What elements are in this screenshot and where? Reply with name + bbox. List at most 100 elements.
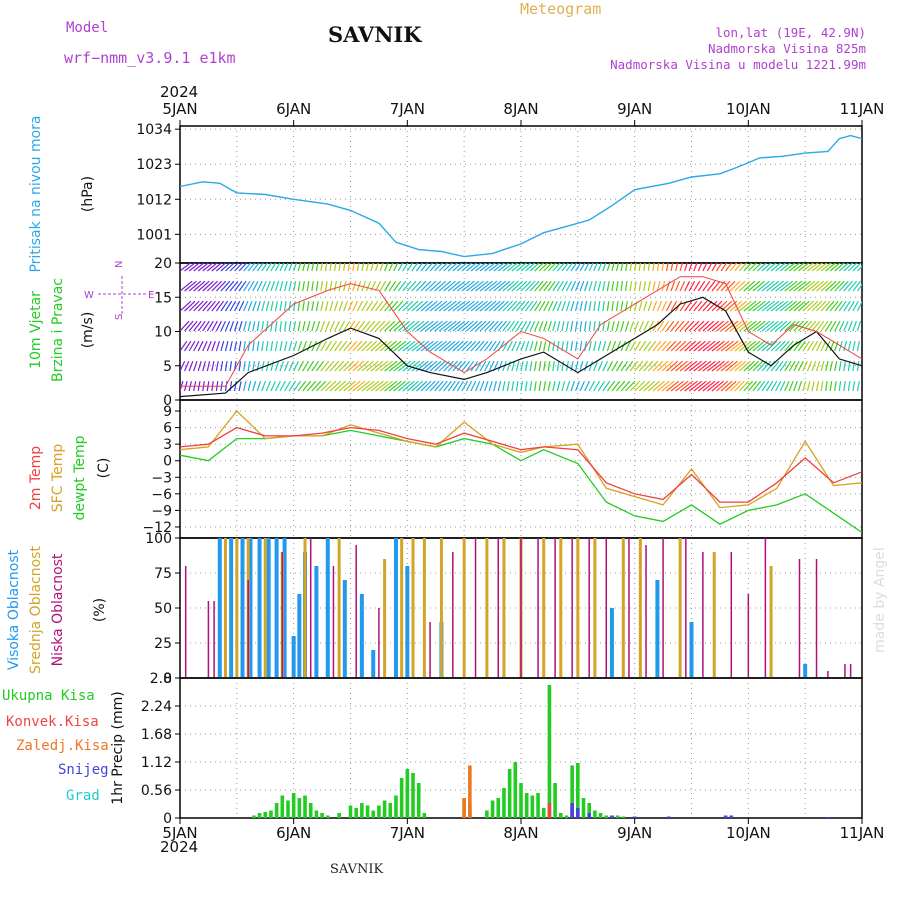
wind-barb bbox=[570, 341, 574, 352]
wind-barb bbox=[180, 360, 186, 372]
wind-barb bbox=[761, 300, 775, 312]
y-tick-label: 3 bbox=[163, 437, 172, 453]
y-tick-label: 0 bbox=[163, 454, 172, 470]
wind-barb bbox=[443, 300, 457, 312]
precip-bar bbox=[462, 798, 466, 818]
precip-bar bbox=[564, 815, 569, 818]
wind-barb bbox=[388, 320, 401, 332]
wind-barb bbox=[806, 360, 812, 372]
precip-bar bbox=[360, 803, 364, 818]
wind-barb bbox=[606, 321, 610, 332]
wind-barb bbox=[552, 321, 557, 332]
wind-barb bbox=[552, 361, 555, 372]
wind-barb bbox=[411, 340, 425, 352]
wind-barb bbox=[711, 360, 725, 372]
wind-barb bbox=[611, 321, 615, 332]
wind-barb bbox=[529, 361, 533, 372]
sfc-axis-label: SFC Temp bbox=[50, 444, 66, 513]
low-cloud-axis-label: Niska Oblacnost bbox=[50, 553, 66, 666]
precip-bar bbox=[547, 685, 552, 818]
cloud-bar bbox=[337, 538, 341, 678]
altitude-label: Nadmorska Visina 825m bbox=[707, 41, 866, 56]
wind-barb bbox=[856, 321, 862, 332]
precip-bar bbox=[422, 813, 427, 818]
y-tick-label: 20 bbox=[154, 256, 172, 272]
cloud-bar bbox=[359, 594, 364, 678]
wind-barb bbox=[356, 263, 360, 272]
wind-barb bbox=[488, 320, 499, 332]
cloud-bar bbox=[542, 538, 546, 678]
wind-barb bbox=[302, 263, 306, 272]
wind-barb bbox=[356, 340, 368, 352]
wind-barb bbox=[284, 380, 291, 392]
cloud-bar bbox=[184, 566, 187, 678]
wind-barb bbox=[552, 280, 560, 292]
wind-barb bbox=[643, 301, 648, 312]
wind-barb bbox=[606, 341, 612, 352]
wind-barb bbox=[506, 340, 513, 352]
wind-barb bbox=[766, 280, 780, 292]
wind-barb bbox=[402, 300, 414, 312]
cloud-bar bbox=[844, 664, 846, 678]
wind-barb bbox=[697, 280, 706, 292]
wind-barb bbox=[706, 300, 718, 312]
wind-barb bbox=[324, 281, 328, 292]
precip-bar bbox=[399, 778, 404, 818]
wind-barb bbox=[224, 320, 231, 332]
cloud-bar bbox=[662, 538, 664, 678]
wind-barb bbox=[306, 281, 310, 292]
wind-barb bbox=[183, 360, 190, 372]
wind-barb bbox=[338, 340, 348, 352]
wind-barb bbox=[456, 263, 468, 272]
wind-barb bbox=[429, 360, 442, 372]
wind-barb bbox=[652, 340, 662, 352]
wind-barb bbox=[265, 361, 270, 372]
wind-barb bbox=[334, 360, 345, 372]
wind-barb bbox=[274, 361, 280, 372]
wind-barb bbox=[475, 280, 489, 292]
wind-barb bbox=[793, 280, 807, 292]
wind-barb bbox=[352, 300, 359, 312]
wind-barb bbox=[525, 280, 536, 292]
wind-barb bbox=[470, 380, 477, 392]
wind-barb bbox=[838, 361, 842, 372]
wind-barb bbox=[534, 300, 542, 312]
wind-barb bbox=[825, 320, 833, 332]
wind-barb bbox=[652, 263, 655, 272]
wind-barb bbox=[488, 263, 501, 272]
wind-barb bbox=[329, 301, 334, 312]
y-tick-label: 9 bbox=[163, 404, 172, 420]
wind-barb bbox=[293, 321, 297, 332]
wind-barb bbox=[370, 320, 381, 332]
wind-barb bbox=[802, 340, 810, 352]
cloud-bar bbox=[798, 559, 801, 678]
wind-barb bbox=[643, 340, 652, 352]
wind-barb bbox=[425, 360, 438, 372]
precip-bar bbox=[530, 795, 535, 818]
wind-barb bbox=[211, 263, 223, 272]
wind-barb bbox=[320, 281, 323, 292]
wind-barb bbox=[752, 380, 762, 392]
wind-barb bbox=[416, 340, 430, 352]
wind-barb bbox=[479, 320, 491, 332]
high-cloud-axis-label: Visoka Oblacnost bbox=[6, 549, 22, 670]
wind-barb bbox=[520, 320, 528, 332]
wind-barb bbox=[588, 380, 596, 392]
wind-barb bbox=[324, 301, 329, 312]
wind-barb bbox=[506, 280, 519, 292]
wind-barb bbox=[593, 341, 597, 352]
wind-barb bbox=[852, 263, 862, 272]
wind-barb bbox=[243, 280, 251, 292]
wind-barb bbox=[634, 380, 646, 392]
wind-barb bbox=[670, 263, 674, 272]
wind-barb bbox=[420, 380, 432, 392]
wind-barb bbox=[547, 321, 552, 332]
wind-barb bbox=[438, 380, 448, 392]
cloud-bar bbox=[497, 538, 500, 678]
wind-barb bbox=[725, 380, 737, 392]
wind-barb bbox=[411, 320, 425, 332]
wind-barb bbox=[747, 263, 758, 272]
wind-barb bbox=[479, 360, 487, 372]
wind-barb bbox=[188, 280, 202, 292]
wind-barb bbox=[834, 263, 845, 272]
